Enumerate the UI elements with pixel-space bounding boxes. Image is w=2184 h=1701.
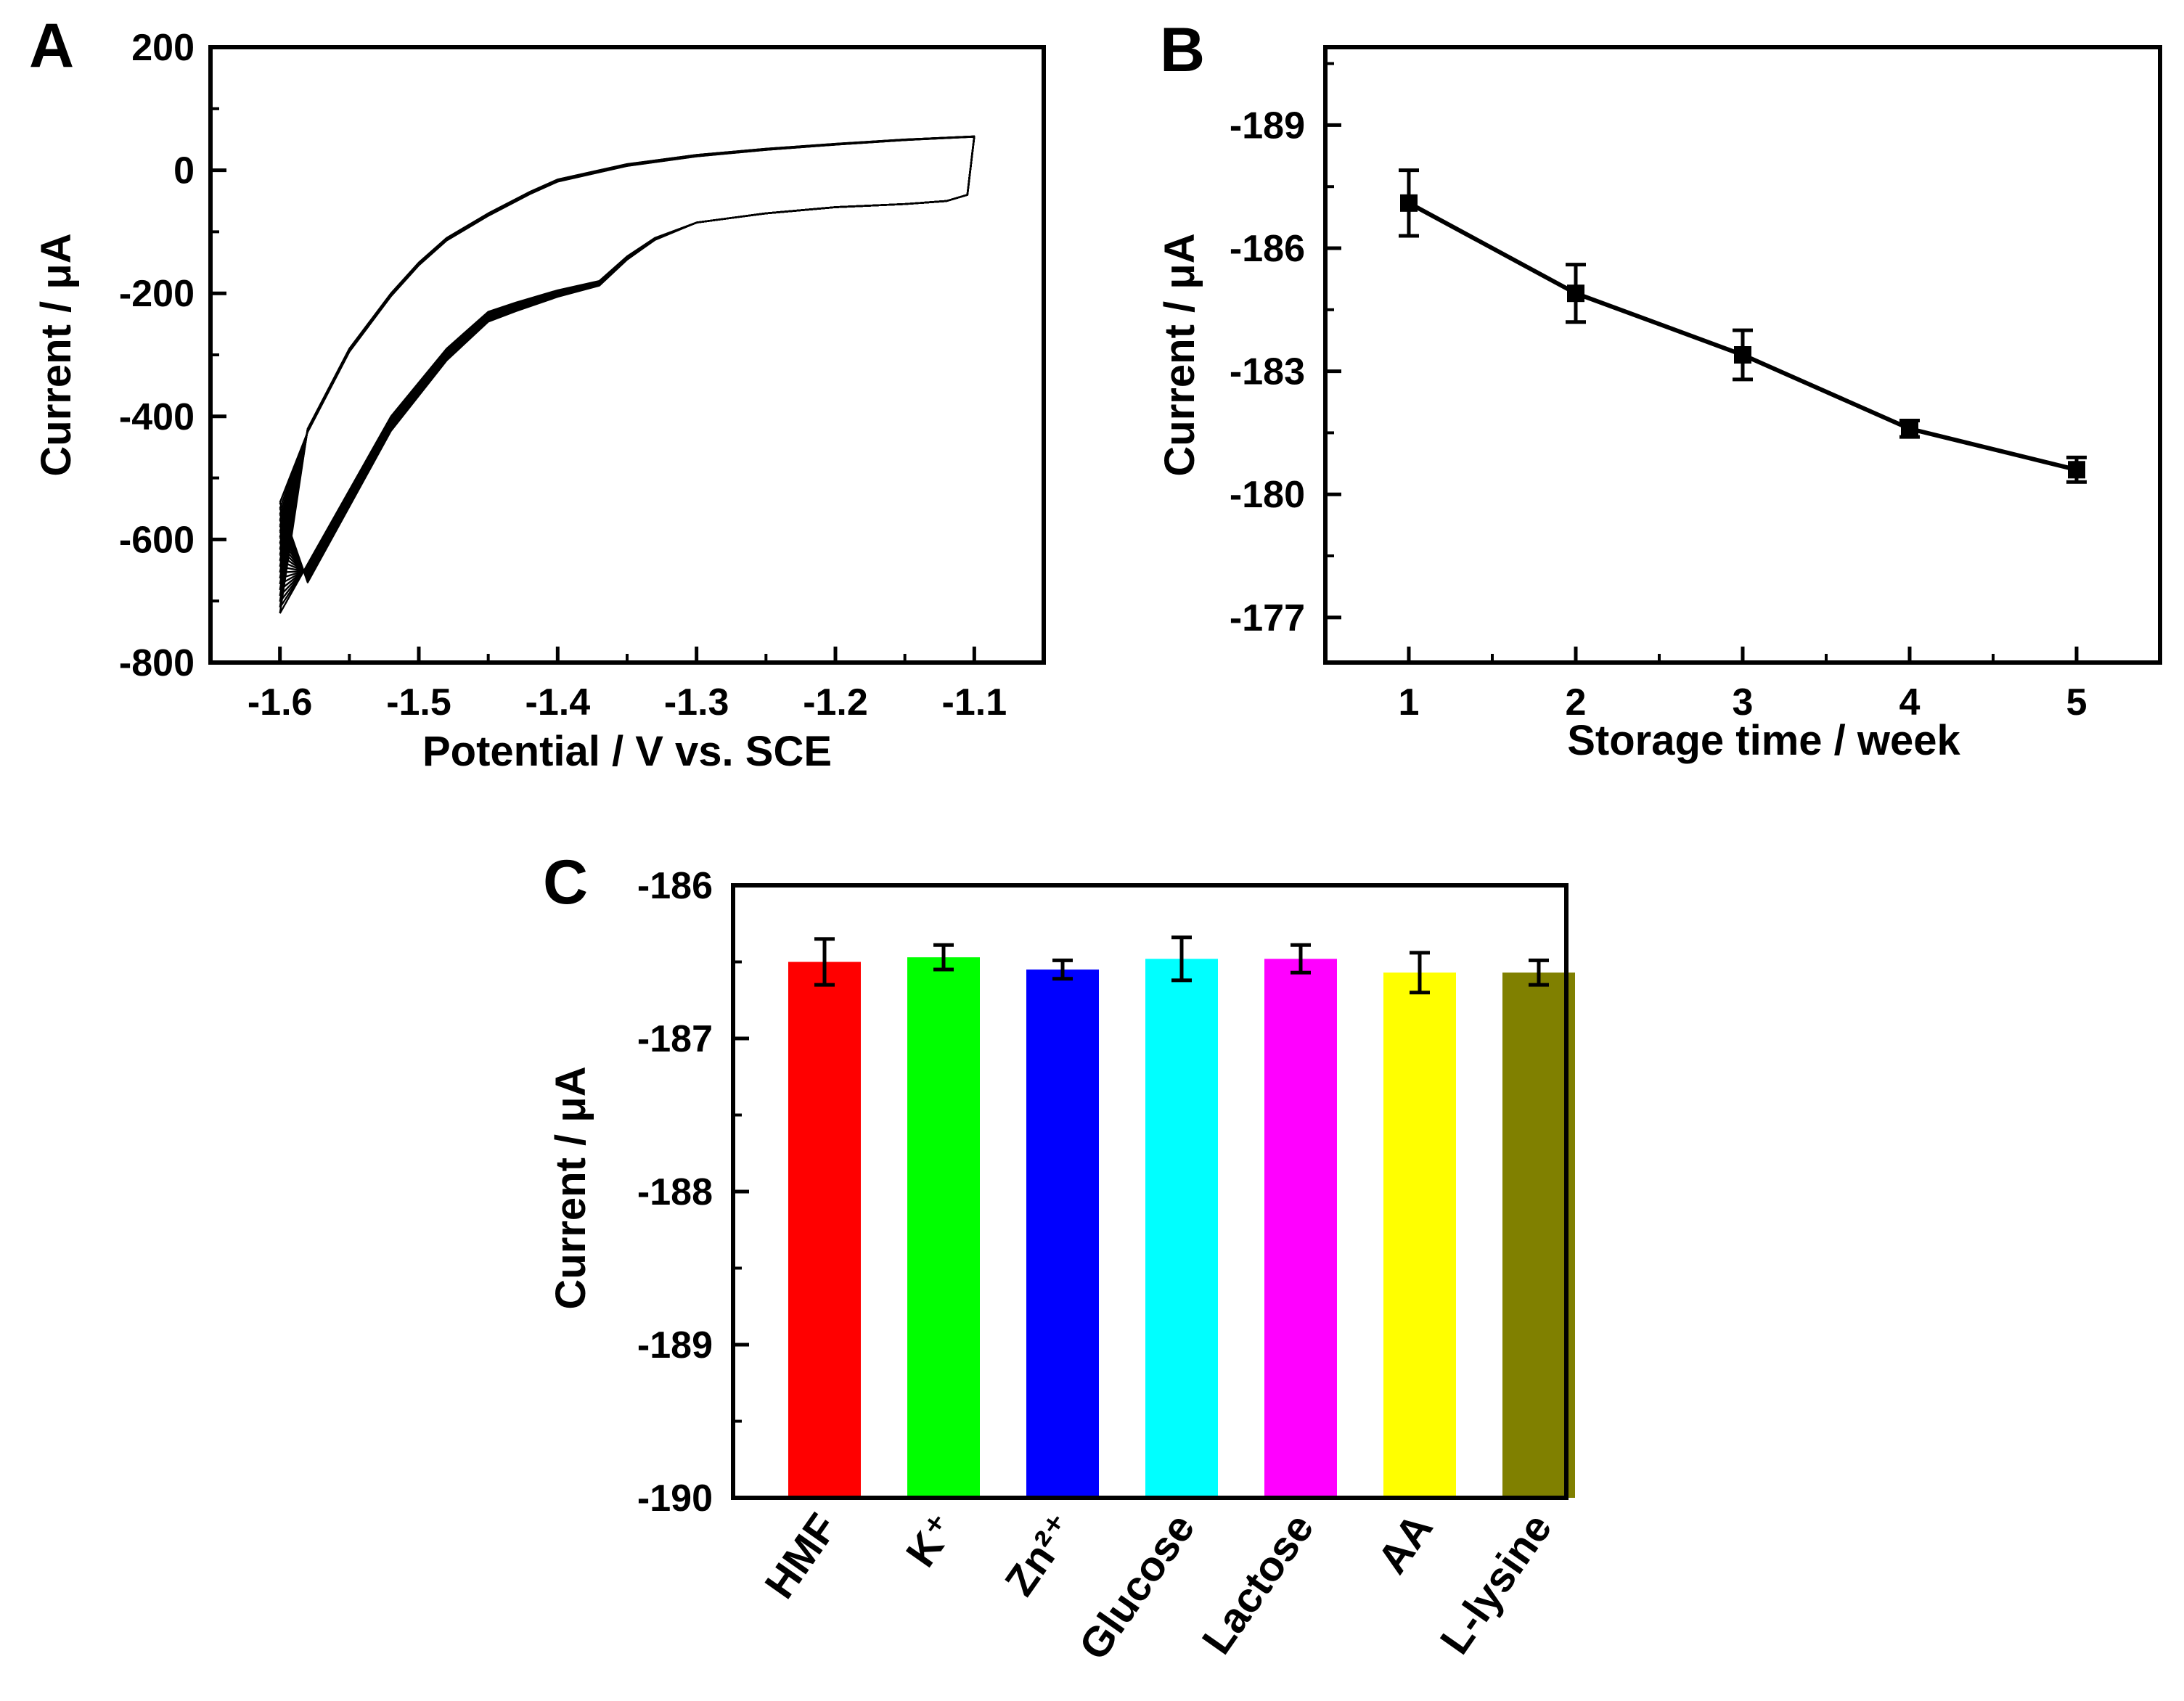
panel-a-cycle-curve [279, 135, 976, 579]
panel-a-y-tick-label: -600 [119, 519, 195, 561]
panel-a-y-tick-label: 0 [173, 150, 195, 192]
panel-c-bar [907, 957, 980, 1498]
panel-a-cycle-curve [279, 135, 976, 614]
panel-a-cycle-curve [279, 135, 976, 574]
panel-b-y-axis-label: Current / μA [1156, 233, 1203, 476]
panel-c-category-label: Zn²⁺ [996, 1505, 1085, 1604]
panel-c-y-tick-label: -188 [637, 1171, 713, 1213]
panel-a-y-axis-label: Current / μA [33, 233, 80, 476]
panel-a-x-axis-label: Potential / V vs. SCE [422, 728, 832, 775]
panel-a-cycle-curve [279, 135, 976, 583]
panel-a-cycle-curve [279, 135, 976, 583]
panel-a-curves [279, 135, 976, 614]
panel-a-y-tick-label: 200 [131, 27, 195, 69]
panel-c-category-label: L-lysine [1431, 1505, 1561, 1663]
panel-b-series [1399, 168, 2087, 484]
panel-c-category-label: K⁺ [897, 1505, 966, 1575]
panel-c-y-tick-label: -190 [637, 1477, 713, 1520]
panel-a-ticks: -1.6 -1.5 -1.4 -1.3 -1.2 -1.1 -800 -600 -400 -200… [119, 27, 1007, 724]
panel-c-bar [788, 962, 861, 1498]
panel-b-y-tick-label: -189 [1230, 104, 1305, 147]
panel-a-x-tick-label: -1.5 [386, 681, 451, 724]
panel-a-x-tick-label: -1.3 [664, 681, 729, 724]
panel-c-bar [1383, 972, 1456, 1498]
panel-a-cycle-curve [279, 135, 976, 574]
panel-c-bar [1145, 959, 1218, 1498]
panel-a: A -1.6 -1.5 -1.4 -1.3 -1.2 -1.1 -800 -600 -400 -2… [29, 11, 1046, 775]
panel-c-category-label: AA [1368, 1505, 1441, 1582]
panel-a-cycle-curve [279, 135, 976, 575]
panel-a-y-tick-label: -200 [119, 273, 195, 315]
panel-a-cycle-curve [279, 135, 976, 576]
panel-c-category-label: HMF [756, 1505, 846, 1607]
panel-c-bars [788, 935, 1575, 1498]
panel-b: B 1 2 3 4 5 -177 -180 -183 -186 -189 Storage time… [1156, 15, 2162, 764]
panel-a-cycle-curve [279, 135, 976, 586]
panel-b-letter: B [1160, 15, 1205, 85]
panel-a-x-tick-label: -1.6 [248, 681, 313, 724]
panel-c-bar [1026, 970, 1099, 1498]
panel-a-cycle-curve [279, 135, 976, 608]
panel-c-y-tick-label: -187 [637, 1018, 713, 1060]
panel-b-data-point [1400, 194, 1418, 212]
panel-b-y-tick-label: -183 [1230, 351, 1305, 393]
panel-a-cycle-curve [279, 135, 976, 573]
panel-b-ticks: 1 2 3 4 5 -177 -180 -183 -186 -189 [1230, 62, 2087, 724]
panel-a-y-tick-label: -400 [119, 396, 195, 438]
panel-b-y-tick-label: -186 [1230, 228, 1305, 270]
panel-b-y-tick-label: -180 [1230, 474, 1305, 516]
panel-c-letter: C [543, 848, 588, 917]
panel-c-bar [1264, 959, 1337, 1498]
panel-a-cycle-curve [279, 135, 976, 591]
panel-a-x-tick-label: -1.4 [525, 681, 591, 724]
panel-b-data-point [2068, 461, 2085, 479]
panel-b-x-axis-label: Storage time / week [1567, 717, 1960, 764]
panel-a-cycle-curve [279, 135, 976, 578]
panel-c-bar [1502, 972, 1575, 1498]
panel-a-x-tick-label: -1.2 [803, 681, 868, 724]
panel-c-y-axis-label: Current / μA [547, 1066, 594, 1309]
panel-c-category-label: Lactose [1193, 1505, 1323, 1663]
panel-a-letter: A [29, 11, 74, 81]
panel-a-cycle-curve [279, 135, 976, 577]
panel-b-x-tick-label: 5 [2066, 681, 2087, 724]
panel-b-data-point [1734, 346, 1751, 364]
panel-a-cycle-curve [279, 135, 976, 580]
panel-c-y-tick-label: -189 [637, 1324, 713, 1366]
panel-b-x-tick-label: 3 [1733, 681, 1754, 724]
panel-c-category-label: Glucose [1070, 1505, 1204, 1668]
panel-a-cycle-curve [279, 135, 976, 581]
panel-a-x-tick-label: -1.1 [942, 681, 1007, 724]
panel-b-x-tick-label: 2 [1566, 681, 1587, 724]
panel-b-y-tick-label: -177 [1230, 597, 1305, 639]
panel-a-y-tick-label: -800 [119, 642, 195, 684]
panel-c-y-tick-label: -186 [637, 865, 713, 907]
panel-b-x-tick-label: 4 [1899, 681, 1921, 724]
panel-b-x-tick-label: 1 [1399, 681, 1420, 724]
panel-b-data-point [1567, 284, 1584, 303]
panel-a-cycle-curve [279, 135, 976, 582]
panel-b-data-point [1901, 419, 1918, 438]
panel-a-cycle-curve [279, 135, 976, 580]
